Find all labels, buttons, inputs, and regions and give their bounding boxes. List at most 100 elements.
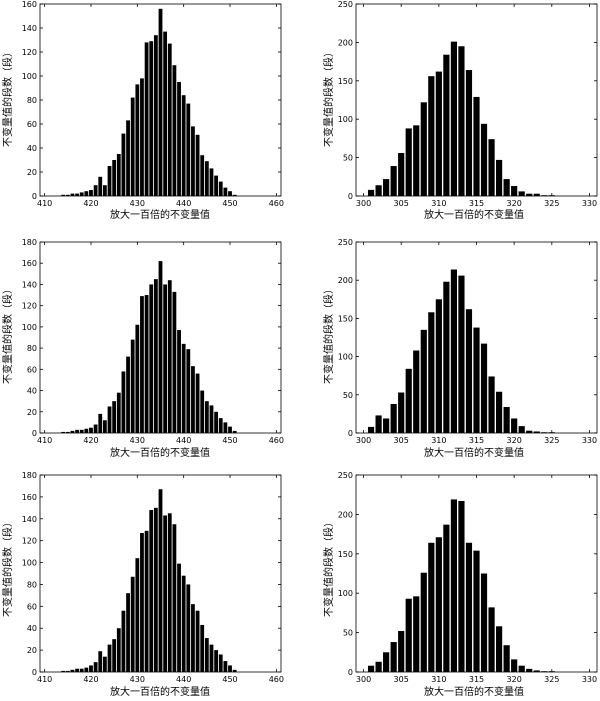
bar	[98, 651, 103, 672]
bar	[140, 296, 144, 433]
bar	[84, 428, 89, 433]
y-axis-label: 不变量值的段数（段）	[1, 517, 14, 617]
bar	[367, 665, 375, 672]
bar	[420, 102, 427, 196]
bar	[465, 542, 473, 672]
bar	[79, 668, 84, 672]
y-tick-label: 40	[27, 144, 37, 153]
y-tick-label: 0	[32, 668, 37, 677]
bar	[232, 194, 237, 196]
histogram-panel-3: 不变量值的段数（段） 放大一百倍的不变量值 410 420 430 440 450 460…	[0, 234, 300, 468]
bar	[163, 515, 168, 672]
bar	[503, 179, 510, 196]
y-tick-label: 150	[338, 77, 353, 86]
y-axis-label: 不变量值的段数（段）	[322, 517, 335, 617]
y-tick-label: 150	[338, 314, 353, 323]
x-tick-label: 410	[37, 436, 52, 445]
bar	[435, 299, 442, 433]
bar	[204, 161, 209, 196]
bar	[195, 610, 200, 672]
y-tick-label: 250	[338, 0, 353, 9]
bar	[191, 366, 195, 433]
x-tick-label: 410	[37, 675, 52, 684]
x-axis-label: 放大一百倍的不变量值	[424, 685, 524, 698]
bar	[458, 501, 465, 672]
x-tick-label: 325	[544, 199, 559, 208]
x-tick-label: 430	[130, 436, 145, 445]
bar	[158, 489, 163, 672]
bar	[428, 76, 435, 196]
bar	[458, 46, 465, 196]
y-tick-label: 200	[338, 38, 353, 47]
bar	[496, 159, 503, 196]
bar	[465, 70, 473, 196]
y-axis-label: 不变量值的段数（段）	[322, 47, 335, 147]
histogram-panel-2: 不变量值的段数（段） 放大一百倍的不变量值 300 305 310 315 320 325…	[300, 0, 600, 234]
bar	[126, 356, 130, 433]
y-tick-label: 200	[338, 276, 353, 285]
bar	[420, 572, 427, 672]
histogram-chart-2: 不变量值的段数（段） 放大一百倍的不变量值 300 305 310 315 320 325…	[322, 0, 598, 221]
histogram-chart-6: 不变量值的段数（段） 放大一百倍的不变量值 300 305 310 315 320 325…	[322, 471, 598, 698]
bar	[465, 309, 473, 433]
y-tick-label: 160	[22, 0, 37, 9]
bar	[89, 665, 93, 672]
y-tick-label: 150	[338, 550, 353, 559]
bar	[107, 644, 112, 672]
y-tick-label: 80	[27, 96, 37, 105]
bar	[375, 415, 382, 433]
bar	[204, 638, 209, 672]
x-tick-label: 420	[83, 436, 98, 445]
bar	[163, 284, 168, 433]
bar	[200, 624, 205, 672]
bar	[167, 513, 172, 672]
histogram-panel-1: 不变量值的段数（段） 放大一百倍的不变量值 410 420 430 440 450 460…	[0, 0, 300, 234]
bar	[177, 330, 181, 433]
bar	[65, 670, 70, 672]
bar	[84, 667, 89, 672]
bar	[223, 661, 228, 672]
bar	[428, 542, 435, 672]
bar	[518, 665, 525, 672]
y-tick-label: 50	[343, 391, 353, 400]
y-tick-label: 140	[22, 280, 37, 289]
x-tick-label: 300	[356, 675, 371, 684]
bar	[375, 661, 382, 672]
bar	[367, 189, 375, 196]
bar	[70, 430, 75, 433]
bar	[209, 644, 214, 672]
bar	[413, 125, 420, 196]
bar	[130, 97, 135, 196]
bar	[405, 368, 412, 433]
bar	[480, 573, 488, 672]
y-tick-label: 50	[343, 154, 353, 163]
bar	[102, 420, 107, 433]
bar	[191, 604, 195, 672]
x-tick-label: 305	[394, 199, 409, 208]
histogram-chart-1: 不变量值的段数（段） 放大一百倍的不变量值 410 420 430 440 450 460…	[1, 0, 284, 221]
bar	[526, 430, 533, 433]
y-tick-label: 60	[27, 120, 37, 129]
bar	[473, 96, 480, 196]
bar	[511, 659, 518, 672]
x-tick-label: 300	[356, 436, 371, 445]
bar	[398, 152, 405, 196]
bar	[116, 392, 121, 433]
y-tick-label: 100	[22, 72, 37, 81]
bar	[107, 166, 112, 196]
bar	[93, 424, 98, 433]
bar	[144, 530, 149, 672]
x-tick-label: 440	[176, 436, 191, 445]
x-tick-label: 305	[394, 436, 409, 445]
bar	[511, 418, 518, 433]
bar	[181, 95, 186, 196]
bar	[153, 507, 158, 672]
bar	[140, 533, 144, 672]
bar	[398, 392, 405, 433]
bar	[405, 128, 412, 196]
x-tick-label: 460	[269, 675, 284, 684]
bar	[496, 626, 503, 672]
y-tick-label: 60	[27, 365, 37, 374]
y-tick-label: 20	[27, 408, 37, 417]
bar	[526, 193, 533, 196]
